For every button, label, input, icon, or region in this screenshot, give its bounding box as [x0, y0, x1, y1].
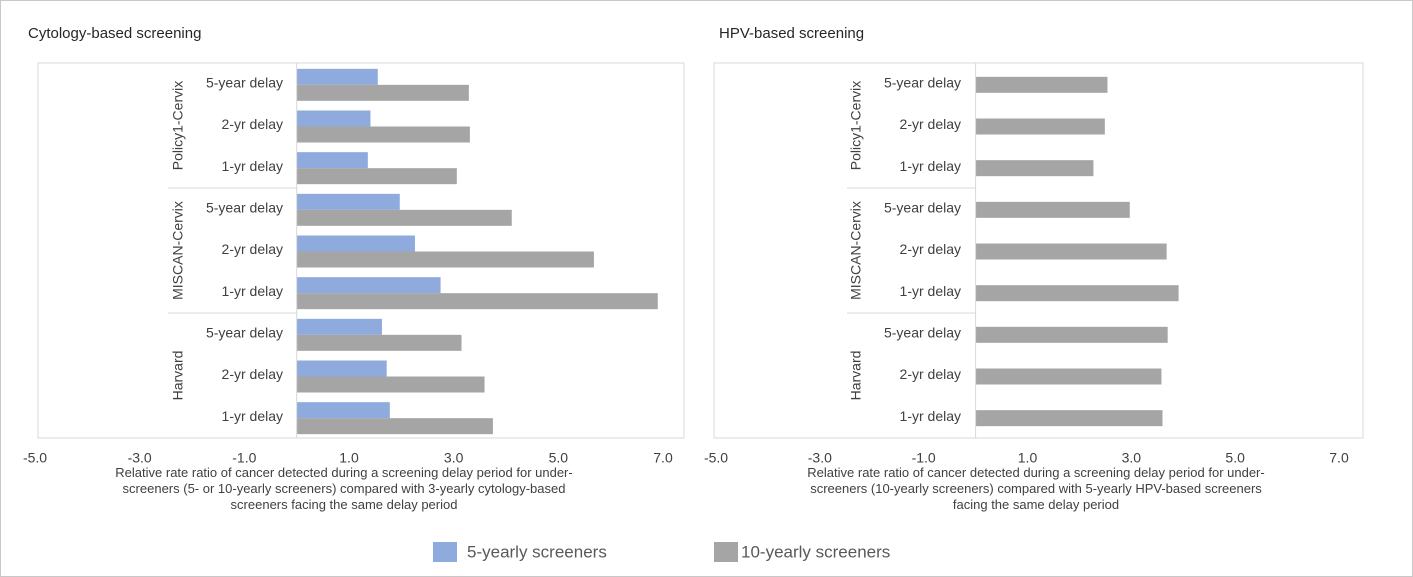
bar	[975, 243, 1167, 260]
category-label: 5-year delay	[206, 75, 283, 91]
bar	[296, 293, 658, 310]
x-tick-label: -3.0	[128, 450, 152, 466]
category-label: 2-yr delay	[222, 366, 283, 382]
bar	[296, 84, 469, 101]
x-axis-label: Relative rate ratio of cancer detected d…	[807, 465, 1265, 512]
category-label: 2-yr delay	[900, 366, 961, 382]
group-label: Policy1-Cervix	[848, 81, 864, 170]
x-tick-label: 5.0	[1225, 450, 1245, 466]
legend-label: 10-yearly screeners	[741, 542, 890, 561]
legend-swatch	[714, 542, 738, 562]
category-label: 5-year delay	[884, 325, 961, 341]
category-label: 2-yr delay	[900, 116, 961, 132]
x-axis-label: Relative rate ratio of cancer detected d…	[115, 465, 573, 512]
category-label: 1-yr delay	[900, 408, 961, 424]
category-label: 1-yr delay	[900, 283, 961, 299]
x-tick-label: 7.0	[1329, 450, 1349, 466]
bar	[296, 251, 594, 268]
bar	[296, 402, 390, 419]
bar	[975, 160, 1094, 177]
plot-area	[37, 62, 685, 439]
x-tick-label: -5.0	[23, 450, 47, 466]
x-tick-label: -1.0	[232, 450, 256, 466]
bar	[296, 277, 441, 294]
bar	[975, 76, 1108, 93]
bar	[296, 209, 512, 226]
bar	[296, 360, 387, 377]
category-label: 1-yr delay	[222, 158, 283, 174]
bar	[975, 118, 1105, 135]
bar	[296, 318, 382, 335]
x-tick-label: 5.0	[549, 450, 569, 466]
group-label: MISCAN-Cervix	[848, 201, 864, 300]
bar	[296, 152, 368, 169]
x-tick-label: 1.0	[339, 450, 359, 466]
category-label: 5-year delay	[884, 200, 961, 216]
legend-label: 5-yearly screeners	[467, 542, 607, 561]
plot-area	[713, 62, 1364, 439]
category-label: 5-year delay	[206, 200, 283, 216]
category-label: 1-yr delay	[222, 283, 283, 299]
bar	[296, 68, 378, 85]
category-label: 2-yr delay	[222, 116, 283, 132]
group-label: Harvard	[848, 351, 864, 401]
bar	[975, 326, 1168, 343]
category-label: 2-yr delay	[900, 241, 961, 257]
bar	[296, 235, 415, 252]
bar	[296, 334, 462, 351]
bar	[296, 193, 400, 210]
category-label: 1-yr delay	[222, 408, 283, 424]
bar	[975, 201, 1130, 218]
x-tick-label: 3.0	[444, 450, 464, 466]
category-label: 2-yr delay	[222, 241, 283, 257]
panel-title: Cytology-based screening	[28, 25, 201, 42]
bar	[296, 418, 493, 435]
category-label: 5-year delay	[206, 325, 283, 341]
bar	[296, 110, 371, 127]
x-tick-label: -3.0	[808, 450, 832, 466]
bar	[975, 368, 1162, 385]
bar	[296, 126, 470, 143]
category-label: 5-year delay	[884, 75, 961, 91]
bar	[975, 285, 1179, 302]
x-tick-label: 3.0	[1122, 450, 1142, 466]
legend-swatch	[433, 542, 457, 562]
group-label: Policy1-Cervix	[170, 81, 186, 170]
bar	[975, 410, 1163, 427]
x-tick-label: -5.0	[704, 450, 728, 466]
bar	[296, 376, 485, 393]
group-label: MISCAN-Cervix	[170, 201, 186, 300]
panel-title: HPV-based screening	[719, 25, 864, 42]
category-label: 1-yr delay	[900, 158, 961, 174]
group-label: Harvard	[170, 351, 186, 401]
bar	[296, 168, 457, 185]
x-tick-label: 1.0	[1018, 450, 1038, 466]
x-tick-label: 7.0	[653, 450, 673, 466]
x-tick-label: -1.0	[912, 450, 936, 466]
